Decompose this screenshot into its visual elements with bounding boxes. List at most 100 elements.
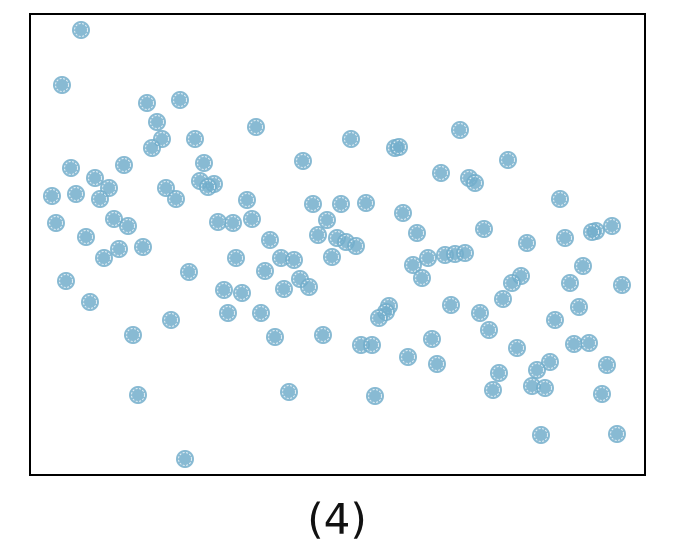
point bbox=[475, 220, 493, 238]
point bbox=[442, 296, 460, 314]
point bbox=[195, 154, 213, 172]
point-ring bbox=[530, 363, 544, 377]
point bbox=[518, 234, 536, 252]
point-ring bbox=[344, 132, 358, 146]
point bbox=[428, 355, 446, 373]
point-ring bbox=[548, 313, 562, 327]
point bbox=[546, 311, 564, 329]
point bbox=[556, 229, 574, 247]
point bbox=[186, 130, 204, 148]
point-ring bbox=[277, 282, 291, 296]
point-ring bbox=[434, 166, 448, 180]
point bbox=[67, 185, 85, 203]
point bbox=[171, 91, 189, 109]
point-ring bbox=[406, 258, 420, 272]
point-ring bbox=[311, 228, 325, 242]
point-ring bbox=[97, 251, 111, 265]
point bbox=[261, 231, 279, 249]
point-ring bbox=[430, 357, 444, 371]
point bbox=[148, 113, 166, 131]
point-ring bbox=[145, 141, 159, 155]
point-ring bbox=[585, 225, 599, 239]
point bbox=[541, 353, 559, 371]
point-ring bbox=[543, 355, 557, 369]
point-ring bbox=[534, 428, 548, 442]
point-ring bbox=[477, 222, 491, 236]
point-ring bbox=[69, 187, 83, 201]
point-ring bbox=[553, 192, 567, 206]
point bbox=[570, 298, 588, 316]
point bbox=[134, 238, 152, 256]
point bbox=[138, 94, 156, 112]
point-ring bbox=[221, 306, 235, 320]
point bbox=[43, 187, 61, 205]
point-ring bbox=[254, 306, 268, 320]
point-ring bbox=[453, 123, 467, 137]
point bbox=[551, 190, 569, 208]
point bbox=[370, 309, 388, 327]
point bbox=[143, 139, 161, 157]
point-ring bbox=[538, 381, 552, 395]
point bbox=[238, 191, 256, 209]
point bbox=[294, 152, 312, 170]
point-ring bbox=[392, 140, 406, 154]
chart-title: (4) bbox=[307, 495, 367, 544]
point bbox=[503, 274, 521, 292]
point-ring bbox=[473, 306, 487, 320]
point bbox=[494, 290, 512, 308]
point-ring bbox=[595, 387, 609, 401]
point-ring bbox=[368, 389, 382, 403]
point-ring bbox=[245, 212, 259, 226]
point bbox=[419, 249, 437, 267]
point-ring bbox=[600, 358, 614, 372]
point bbox=[233, 284, 251, 302]
point-ring bbox=[458, 246, 472, 260]
point-ring bbox=[197, 156, 211, 170]
point-ring bbox=[372, 311, 386, 325]
point bbox=[105, 210, 123, 228]
plot-frame bbox=[29, 13, 646, 476]
point bbox=[119, 217, 137, 235]
point bbox=[608, 425, 626, 443]
point bbox=[561, 274, 579, 292]
point-ring bbox=[88, 171, 102, 185]
point bbox=[167, 190, 185, 208]
point-ring bbox=[258, 264, 272, 278]
point-ring bbox=[102, 181, 116, 195]
point-ring bbox=[126, 328, 140, 342]
point-ring bbox=[268, 330, 282, 344]
point-ring bbox=[486, 383, 500, 397]
point-ring bbox=[112, 242, 126, 256]
point bbox=[247, 118, 265, 136]
point bbox=[466, 174, 484, 192]
point-ring bbox=[169, 192, 183, 206]
point-ring bbox=[576, 259, 590, 273]
point bbox=[363, 336, 381, 354]
point bbox=[110, 240, 128, 258]
point bbox=[432, 164, 450, 182]
point bbox=[124, 326, 142, 344]
point-ring bbox=[287, 253, 301, 267]
point-ring bbox=[510, 341, 524, 355]
point bbox=[593, 385, 611, 403]
point bbox=[275, 280, 293, 298]
point-ring bbox=[382, 299, 396, 313]
point bbox=[490, 364, 508, 382]
point-ring bbox=[444, 298, 458, 312]
point bbox=[583, 223, 601, 241]
point bbox=[266, 328, 284, 346]
point bbox=[532, 426, 550, 444]
point bbox=[304, 195, 322, 213]
point-ring bbox=[282, 385, 296, 399]
point bbox=[252, 304, 270, 322]
point-ring bbox=[425, 332, 439, 346]
point bbox=[81, 293, 99, 311]
point bbox=[219, 304, 237, 322]
point-ring bbox=[359, 196, 373, 210]
point-ring bbox=[334, 197, 348, 211]
point bbox=[528, 361, 546, 379]
point-ring bbox=[302, 280, 316, 294]
point-ring bbox=[396, 206, 410, 220]
point-ring bbox=[582, 336, 596, 350]
